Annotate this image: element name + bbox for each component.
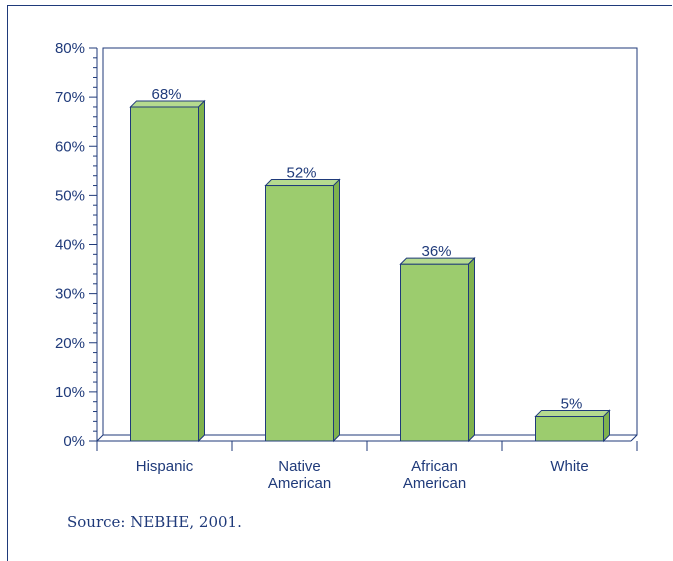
x-category-label: American (268, 475, 331, 492)
bar-value-label: 52% (286, 165, 316, 182)
y-tick-label: 70% (55, 89, 85, 106)
x-category-label: White (550, 458, 588, 475)
figure-frame (7, 5, 672, 561)
bar-side (468, 256, 475, 443)
bar-side (198, 99, 205, 443)
plot-back-wall (96, 47, 638, 442)
y-tick-label: 80% (55, 40, 85, 57)
bar-side (603, 409, 610, 443)
x-category-label: African (411, 458, 458, 475)
y-tick-label: 60% (55, 138, 85, 155)
y-axis: 0% 10% 20% 30% 40% 50% 60% 70% 80% (55, 40, 98, 450)
bar: 52% (264, 165, 341, 443)
x-category-label: Native (278, 458, 321, 475)
y-tick-label: 20% (55, 335, 85, 352)
bar-chart: 0% 10% 20% 30% 40% 50% 60% 70% 80% 68% 52% 36% 5% H… (55, 40, 638, 492)
bar-front (130, 106, 199, 442)
y-tick-label: 0% (63, 433, 85, 450)
bar-value-label: 68% (151, 86, 181, 103)
bar-front (400, 263, 469, 442)
bar-front (265, 185, 334, 442)
x-axis: Hispanic NativeAmericanAfricanAmericanWhi… (96, 440, 638, 492)
bar: 68% (129, 86, 206, 443)
bar-side (333, 178, 340, 443)
bars: 68% 52% 36% 5% (129, 86, 611, 443)
x-category-label: Hispanic (136, 458, 194, 475)
source-note: Source: NEBHE, 2001. (67, 513, 242, 531)
y-tick-label: 30% (55, 286, 85, 303)
y-tick-label: 40% (55, 237, 85, 254)
bar: 5% (534, 395, 611, 443)
bar-value-label: 5% (561, 395, 583, 412)
bar-front (535, 415, 604, 442)
bar-value-label: 36% (421, 243, 451, 260)
x-category-label: American (403, 475, 466, 492)
y-tick-label: 50% (55, 187, 85, 204)
bar: 36% (399, 243, 476, 443)
y-tick-label: 10% (55, 384, 85, 401)
